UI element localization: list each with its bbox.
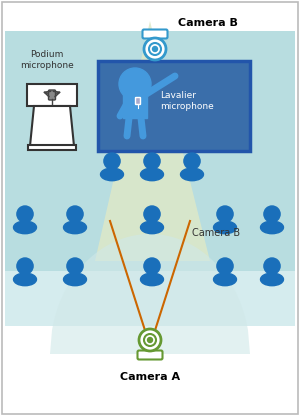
Ellipse shape — [64, 273, 86, 286]
Text: Camera B: Camera B — [192, 228, 240, 238]
Circle shape — [149, 43, 161, 55]
Polygon shape — [95, 21, 210, 261]
Ellipse shape — [14, 221, 37, 234]
Ellipse shape — [181, 168, 203, 181]
Ellipse shape — [140, 168, 164, 181]
Ellipse shape — [64, 221, 86, 234]
Text: Lavalier
microphone: Lavalier microphone — [160, 91, 214, 111]
Circle shape — [264, 206, 280, 222]
Circle shape — [144, 153, 160, 169]
Circle shape — [17, 206, 33, 222]
Ellipse shape — [140, 273, 164, 286]
Circle shape — [119, 68, 151, 100]
FancyBboxPatch shape — [2, 2, 298, 414]
Circle shape — [184, 153, 200, 169]
FancyBboxPatch shape — [98, 61, 250, 151]
Circle shape — [139, 329, 161, 351]
Ellipse shape — [14, 273, 37, 286]
Text: Camera B: Camera B — [178, 18, 238, 28]
FancyBboxPatch shape — [5, 31, 295, 326]
Ellipse shape — [214, 273, 236, 286]
Ellipse shape — [260, 273, 283, 286]
FancyBboxPatch shape — [137, 351, 163, 359]
Ellipse shape — [260, 221, 283, 234]
FancyBboxPatch shape — [27, 84, 77, 106]
FancyBboxPatch shape — [49, 90, 56, 100]
Circle shape — [148, 337, 152, 342]
FancyBboxPatch shape — [5, 271, 295, 326]
Circle shape — [67, 206, 83, 222]
Circle shape — [144, 206, 160, 222]
Text: Podium
microphone: Podium microphone — [20, 50, 74, 70]
Circle shape — [144, 334, 156, 346]
FancyBboxPatch shape — [123, 92, 147, 118]
Circle shape — [104, 153, 120, 169]
Circle shape — [264, 258, 280, 274]
Ellipse shape — [140, 221, 164, 234]
FancyBboxPatch shape — [28, 145, 76, 150]
Ellipse shape — [214, 221, 236, 234]
Circle shape — [144, 258, 160, 274]
Polygon shape — [30, 106, 74, 146]
Circle shape — [144, 38, 166, 60]
Circle shape — [217, 206, 233, 222]
Polygon shape — [50, 234, 250, 354]
Circle shape — [17, 258, 33, 274]
Circle shape — [217, 258, 233, 274]
FancyBboxPatch shape — [142, 30, 167, 39]
FancyBboxPatch shape — [136, 97, 140, 104]
Ellipse shape — [100, 168, 124, 181]
Circle shape — [152, 47, 158, 52]
Circle shape — [67, 258, 83, 274]
Text: Camera A: Camera A — [120, 372, 180, 382]
